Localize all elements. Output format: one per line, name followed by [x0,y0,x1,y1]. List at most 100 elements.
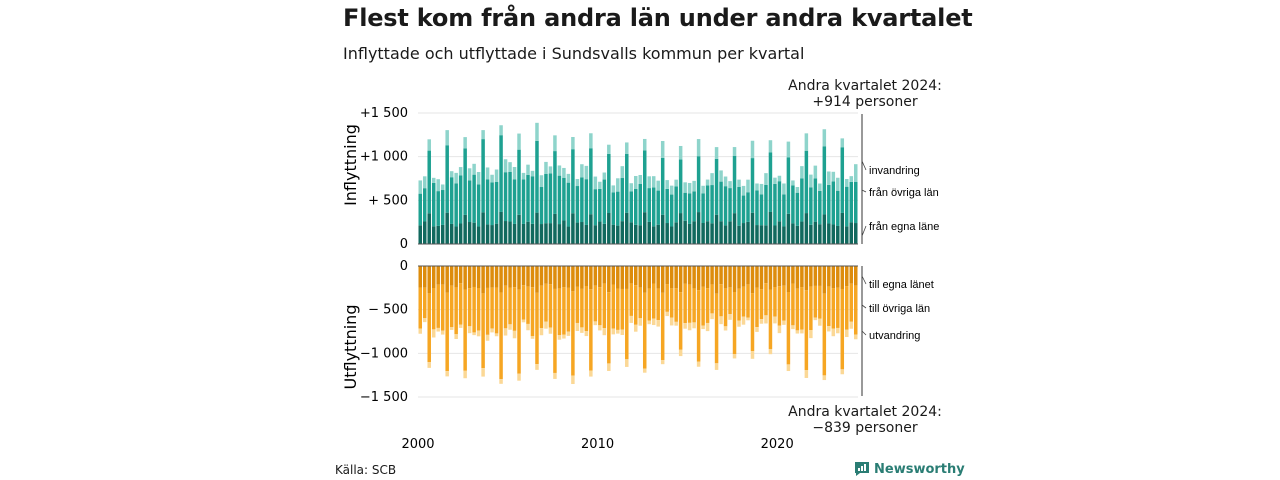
in-bar-egna [827,223,831,244]
out-bar-ovriga [683,283,687,324]
in-bar-invandring [535,122,539,141]
out-bar-utvandring [467,326,472,334]
in-y-tick-label: +1 500 [360,106,408,121]
in-bar-ovriga [687,193,692,224]
out-bar-utvandring [535,364,539,370]
in-bar-egna [845,226,849,244]
out-bar-ovriga [656,288,660,321]
in-bar-invandring [490,174,494,183]
out-bar-egna [818,266,822,286]
out-bar-egna [544,266,548,284]
out-bar-ovriga [669,288,674,318]
out-bar-utvandring [809,330,813,339]
in-bar-egna [800,221,804,244]
in-bar-ovriga [431,182,436,227]
out-bar-ovriga [809,286,813,331]
out-bar-ovriga [719,284,723,317]
in-bar-invandring [854,164,858,182]
in-bar-ovriga [746,192,750,222]
out-bar-utvandring [638,318,642,326]
brand-logo[interactable]: Newsworthy [854,461,965,477]
in-bar-ovriga [503,172,508,222]
in-bar-invandring [732,147,737,156]
out-bar-utvandring [701,325,705,330]
in-bar-ovriga [696,156,701,213]
out-bar-egna [836,266,840,288]
in-bar-egna [813,221,818,244]
in-bar-egna [683,220,687,244]
out-bar-egna [822,266,827,294]
in-bar-egna [431,226,436,244]
in-bar-invandring [607,144,611,154]
in-bar-invandring [494,169,499,182]
in-bar-invandring [791,180,795,186]
out-bar-egna [427,266,431,294]
in-bar-ovriga [741,195,746,224]
out-bar-ovriga [625,288,629,360]
in-bar-egna [696,212,701,244]
in-bar-ovriga [436,191,440,226]
in-bar-ovriga [773,183,777,226]
in-bar-ovriga [669,194,674,227]
out-bar-ovriga [517,289,521,374]
in-bar-ovriga [566,182,571,227]
in-bar-invandring [463,137,467,149]
out-bar-utvandring [660,360,665,365]
out-bar-egna [431,266,436,288]
out-bar-ovriga [692,288,696,323]
out-bar-ovriga [831,288,836,329]
out-bar-utvandring [800,329,804,334]
in-bar-ovriga [422,188,427,222]
chart-svg: 0 + 500 +1 000 +1 500 0 − 500 −1 000 −1 500 Infl… [341,106,939,452]
out-bar-utvandring [440,330,445,335]
in-bar-invandring [485,167,490,180]
out-bar-ovriga [598,287,602,326]
in-bar-ovriga [562,177,566,221]
out-bar-utvandring [665,311,669,317]
in-bar-invandring [508,162,512,172]
out-bar-utvandring [696,361,701,367]
in-bar-invandring [472,163,476,175]
out-bar-utvandring [494,333,499,337]
in-bar-ovriga [849,181,854,223]
in-bar-ovriga [665,188,669,224]
in-bar-ovriga [521,179,526,224]
out-bar-ovriga [737,288,741,321]
out-bar-utvandring [427,362,431,368]
in-bar-egna [458,223,463,244]
x-tick-label: 2010 [581,437,614,452]
in-bar-ovriga [836,190,840,226]
out-bar-utvandring [683,323,687,329]
in-bar-egna [616,225,620,244]
out-bar-egna [746,266,750,285]
in-bar-egna [517,214,521,244]
out-bar-utvandring [620,329,625,335]
out-bar-utvandring [782,320,786,325]
out-bar-ovriga [485,287,490,335]
in-bar-ovriga [674,186,678,223]
in-bar-invandring [589,133,593,149]
in-bar-ovriga [647,188,651,222]
out-bar-utvandring [759,319,764,324]
out-bar-egna [418,266,422,288]
in-bar-egna [553,213,557,244]
in-bar-ovriga [526,174,530,222]
in-bar-egna [584,224,589,244]
in-bar-invandring [580,164,584,178]
in-bar-invandring [557,165,562,176]
out-bar-egna [719,266,723,285]
out-bar-utvandring [651,318,656,326]
out-bar-ovriga [616,288,620,330]
in-bar-ovriga [584,179,589,225]
out-bar-utvandring [490,328,494,333]
out-bar-utvandring [831,328,836,337]
out-bar-ovriga [768,289,773,349]
out-bar-utvandring [526,323,530,331]
out-bar-ovriga [490,287,494,329]
out-bar-egna [786,266,791,293]
in-bar-egna [467,222,472,244]
in-bar-invandring [669,185,674,195]
in-legend-label: från egna läne [869,221,939,233]
in-bar-egna [562,220,566,244]
in-bar-ovriga [458,175,463,224]
